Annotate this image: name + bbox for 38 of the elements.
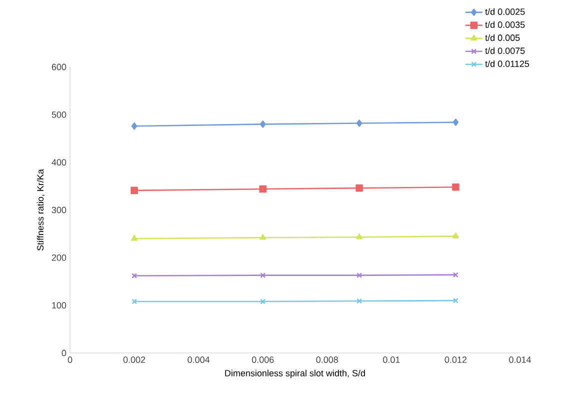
- x-tick-label: 0: [68, 356, 72, 363]
- point: [356, 272, 362, 278]
- point: [452, 118, 459, 126]
- point: [356, 120, 362, 127]
- legend-label: t/d 0.01125: [485, 60, 530, 67]
- point: [260, 234, 266, 240]
- x-tick-label: 0.014: [509, 356, 531, 363]
- point: [356, 298, 362, 304]
- x-tick-label: 0.006: [252, 356, 274, 363]
- y-tick-label: 500: [52, 111, 66, 118]
- y-axis-title: Stiffness ratio, Kr/Ka: [36, 169, 45, 251]
- point: [260, 272, 266, 278]
- point: [356, 234, 363, 240]
- x-tick-label: 0.004: [188, 356, 210, 363]
- legend-label: t/d 0.005: [485, 34, 520, 41]
- y-tick-label: 0: [62, 350, 66, 356]
- legend-label: t/d 0.0035: [485, 21, 525, 28]
- point: [452, 232, 459, 238]
- x-tick-label: 0.01: [383, 356, 400, 363]
- point: [260, 298, 266, 304]
- x-tick-label: 0.008: [316, 356, 338, 363]
- x-axis-title: Dimensionless spiral slot width, S/d: [225, 370, 365, 378]
- point: [131, 234, 138, 241]
- point: [259, 185, 267, 193]
- x-tick-label: 0.012: [444, 356, 467, 363]
- y-tick-label: 100: [52, 302, 66, 309]
- legend-label: t/d 0.0075: [485, 47, 525, 54]
- x-tick-label: 0.002: [123, 356, 146, 363]
- y-tick-label: 300: [52, 206, 66, 214]
- y-tick-label: 400: [52, 159, 66, 166]
- point: [260, 120, 266, 128]
- y-tick-label: 200: [52, 254, 66, 261]
- y-tick-label: 600: [52, 64, 66, 70]
- point: [130, 186, 138, 194]
- legend-label: t/d 0.0025: [485, 8, 525, 15]
- point: [452, 183, 460, 191]
- point: [356, 184, 363, 192]
- point: [131, 122, 138, 130]
